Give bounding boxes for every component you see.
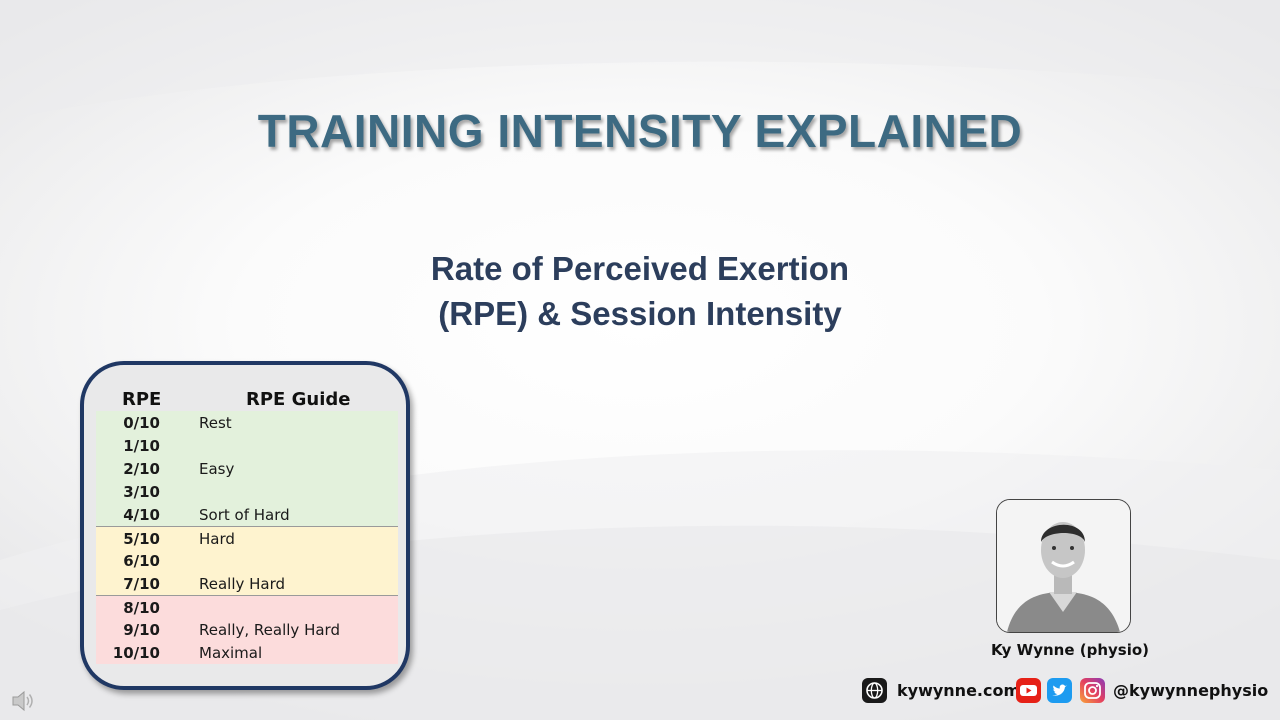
speaker-icon[interactable] <box>8 686 38 716</box>
table-row: 6/10 <box>96 549 398 572</box>
presenter-photo <box>996 499 1131 633</box>
presenter-avatar-icon <box>997 500 1130 632</box>
rpe-value: 9/10 <box>123 621 160 639</box>
instagram-icon[interactable] <box>1080 678 1105 703</box>
rpe-table-rows: 0/10 Rest 1/10 2/10 Easy 3/10 4/10 Sort of … <box>96 411 398 664</box>
table-row: 1/10 <box>96 434 398 457</box>
subtitle-line-1: Rate of Perceived Exertion <box>430 250 850 287</box>
rpe-table-card: RPE RPE Guide 0/10 Rest 1/10 2/10 Easy 3/1… <box>80 361 410 690</box>
rpe-guide-text: Hard <box>199 530 235 548</box>
rpe-guide-text: Rest <box>199 414 232 432</box>
rpe-value: 8/10 <box>123 599 160 617</box>
table-row: 7/10 Really Hard <box>96 572 398 595</box>
subtitle-line-2: (RPE) & Session Intensity <box>438 295 842 332</box>
rpe-value: 0/10 <box>123 414 160 432</box>
table-row: 8/10 <box>96 595 398 618</box>
table-row: 3/10 <box>96 480 398 503</box>
table-row: 0/10 Rest <box>96 411 398 434</box>
table-row: 4/10 Sort of Hard <box>96 503 398 526</box>
rpe-value: 4/10 <box>123 506 160 524</box>
table-row: 10/10 Maximal <box>96 641 398 664</box>
rpe-guide-text: Really, Really Hard <box>199 621 340 639</box>
rpe-guide-text: Really Hard <box>199 575 286 593</box>
rpe-value: 1/10 <box>123 437 160 455</box>
rpe-value: 7/10 <box>123 575 160 593</box>
rpe-value: 6/10 <box>123 552 160 570</box>
table-row: 5/10 Hard <box>96 526 398 549</box>
rpe-column-header: RPE <box>122 389 162 410</box>
rpe-value: 3/10 <box>123 483 160 501</box>
twitter-icon[interactable] <box>1047 678 1072 703</box>
social-handle[interactable]: @kywynnephysio <box>1113 681 1269 700</box>
website-link[interactable]: kywynne.com <box>897 681 1021 700</box>
rpe-value: 10/10 <box>112 644 160 662</box>
slide-title: TRAINING INTENSITY EXPLAINED <box>257 105 1023 157</box>
youtube-icon[interactable] <box>1016 678 1041 703</box>
rpe-guide-text: Sort of Hard <box>199 506 290 524</box>
web-icon[interactable] <box>862 678 887 703</box>
rpe-value: 2/10 <box>123 460 160 478</box>
table-row: 9/10 Really, Really Hard <box>96 618 398 641</box>
presenter-name: Ky Wynne (physio) <box>991 641 1150 659</box>
table-row: 2/10 Easy <box>96 457 398 480</box>
rpe-value: 5/10 <box>123 530 160 548</box>
rpe-guide-column-header: RPE Guide <box>246 389 351 410</box>
rpe-guide-text: Easy <box>199 460 235 478</box>
rpe-guide-text: Maximal <box>199 644 263 662</box>
